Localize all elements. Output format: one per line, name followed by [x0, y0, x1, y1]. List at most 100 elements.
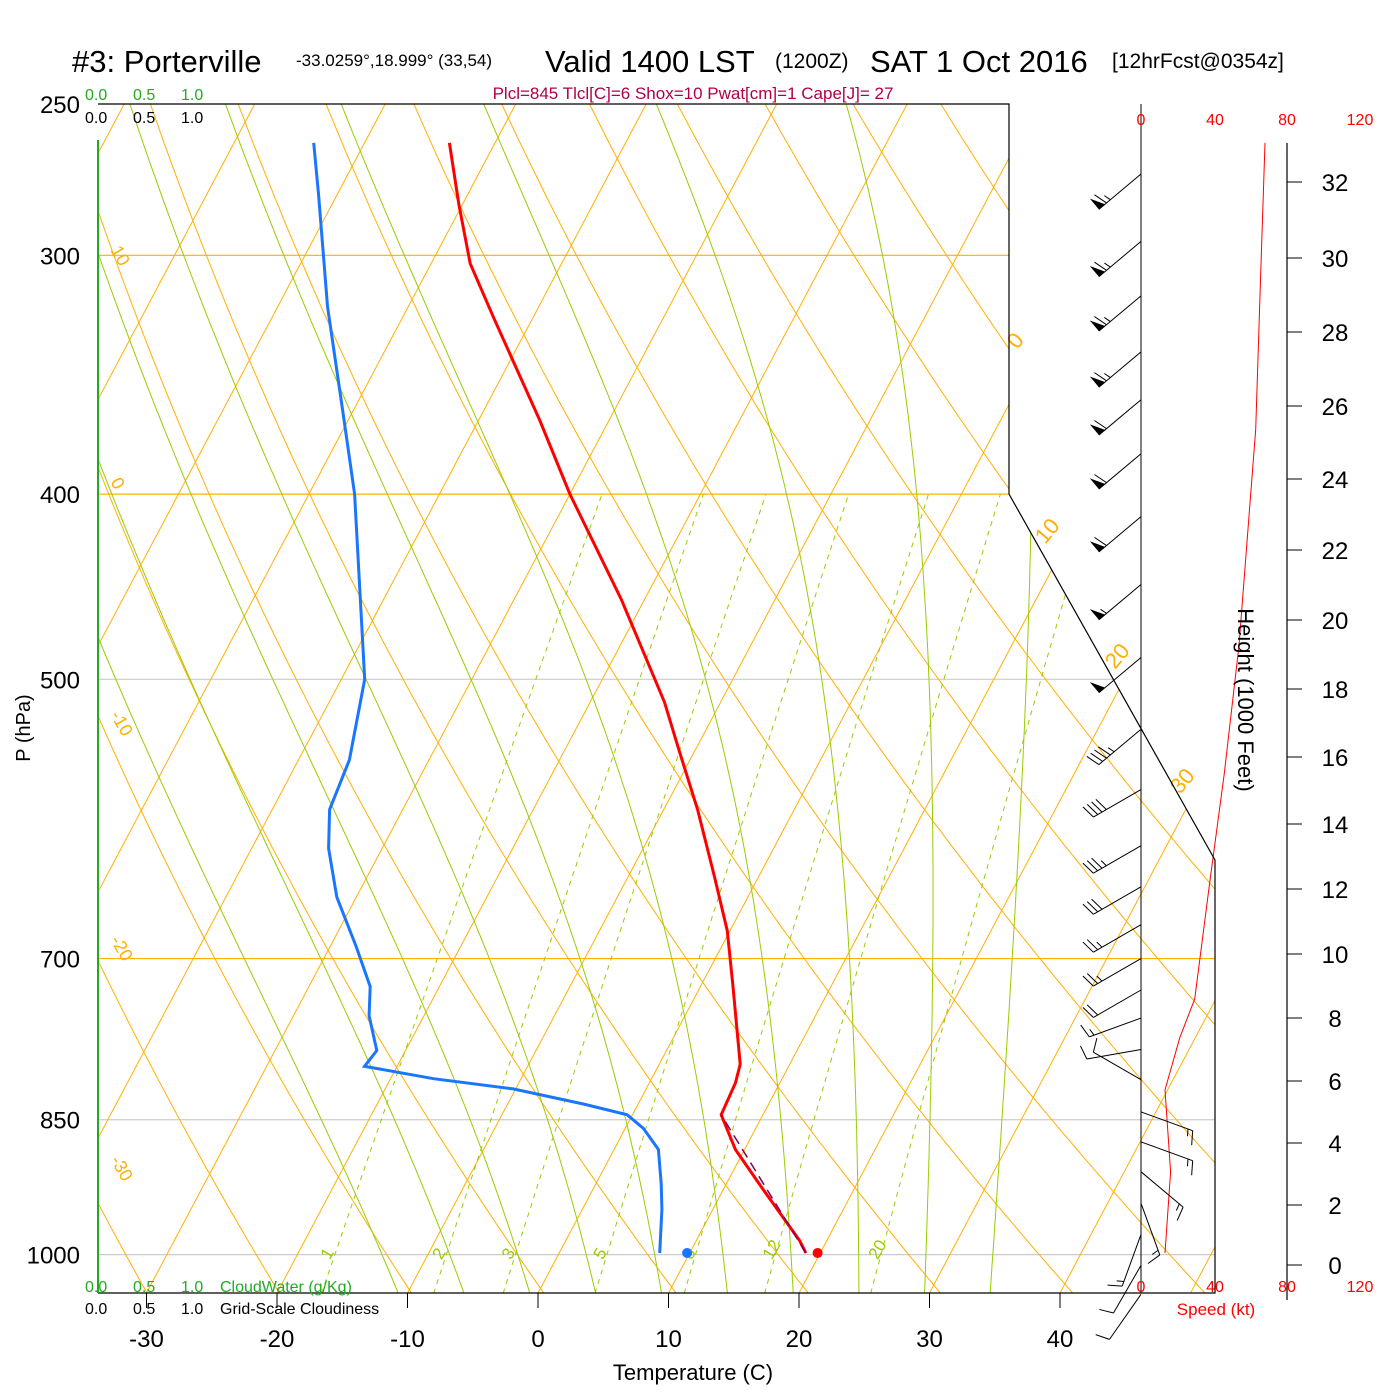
title-station: #3: Porterville [72, 44, 262, 79]
mixing-ratio-line [499, 493, 767, 1293]
pressure-tick-label: 1000 [27, 1243, 80, 1270]
barb-feather [1082, 1007, 1094, 1018]
wind-barb [1082, 845, 1142, 874]
wind-barb [1089, 657, 1142, 694]
wind-barb [1089, 295, 1142, 332]
barb-staff [1109, 1294, 1142, 1340]
isotherm [98, 104, 535, 1293]
barb-pennant [1089, 682, 1105, 693]
barb-feather [1082, 862, 1094, 874]
barb-staff [1086, 1048, 1142, 1060]
dry-adiabat [398, 104, 1215, 1293]
dry-adiabat [225, 104, 950, 1293]
parcel-line [720, 1114, 807, 1254]
barb-feather [1082, 941, 1094, 953]
height-tick-label: 26 [1322, 394, 1349, 421]
wind-barb [1089, 399, 1142, 436]
moist-adiabat [468, 104, 795, 1293]
cloudwater-tick: 0.0 [85, 87, 107, 104]
barb-feather [1086, 756, 1100, 766]
barb-half-feather [1104, 317, 1111, 322]
barb-pennant [1089, 266, 1105, 277]
barb-staff [1089, 1017, 1142, 1038]
barb-feather [1094, 316, 1107, 326]
title-forecast: [12hrFcst@0354z] [1112, 50, 1284, 73]
speed-axis-label: Speed (kt) [1177, 1300, 1255, 1319]
moist-adiabat [98, 104, 534, 1293]
barb-half-feather [1104, 373, 1111, 378]
barb-staff [1140, 1141, 1193, 1162]
barb-feather [1094, 536, 1107, 546]
height-tick-label: 20 [1322, 608, 1349, 635]
barb-feather [1099, 1308, 1114, 1314]
barb-feather [1082, 806, 1094, 818]
mixing-ratio-label: 1 [317, 1245, 338, 1263]
isotherm [401, 104, 1057, 1293]
wind-barb [1107, 1234, 1142, 1287]
isotherm-label: -10 [107, 707, 137, 740]
barb-half-feather [1100, 860, 1107, 867]
speed-tick-label: 40 [1206, 1279, 1224, 1296]
surface-temp-dot [812, 1247, 823, 1258]
cloudiness-tick: 1.0 [181, 110, 203, 127]
barb-half-feather [1175, 1203, 1180, 1211]
wind-barb [1099, 1265, 1142, 1314]
y-axis-label: P (hPa) [13, 694, 35, 761]
barb-feather [1090, 752, 1103, 762]
barb-staff [1093, 924, 1142, 953]
pressure-tick-label: 700 [40, 947, 80, 974]
dry-adiabat [98, 104, 684, 1293]
cloudiness-tick: 0.5 [133, 110, 155, 127]
barb-staff [1113, 1265, 1142, 1314]
mixing-ratio-label: 20 [865, 1237, 891, 1263]
barb-feather [1091, 857, 1103, 869]
barb-feather [1086, 939, 1099, 951]
barb-half-feather [1186, 1158, 1189, 1167]
barb-staff [1093, 845, 1142, 874]
cloudwater-tick: 0.5 [133, 1279, 155, 1296]
barb-feather [1191, 1160, 1194, 1176]
barb-feather [1095, 799, 1107, 810]
axis-ticks: -30 -20 -10 0 10 20 30 402503004005007008501000… [27, 92, 1374, 1353]
cloudwater-tick: 1.0 [181, 87, 203, 104]
barb-feather [1095, 1334, 1110, 1340]
height-tick-label: 10 [1322, 942, 1349, 969]
isotherm [140, 104, 796, 1293]
isotherm [0, 70, 12, 1303]
wind-speed-line [1164, 142, 1266, 1254]
barb-feather [1086, 973, 1099, 984]
height-tick-label: 28 [1322, 320, 1349, 347]
barb-half-feather [1104, 195, 1111, 201]
x-tick-label: 30 [916, 1326, 943, 1353]
mixing-ratio-line [680, 493, 929, 1293]
cloudwater-tick: 0.5 [133, 87, 155, 104]
dry-adiabat [572, 104, 1215, 1293]
barb-feather [1086, 1004, 1099, 1016]
dry-adiabat [98, 104, 286, 1293]
barb-pennant [1089, 424, 1105, 436]
x-tick-label: -10 [390, 1326, 425, 1353]
speed-tick-label: 40 [1206, 112, 1224, 129]
barb-staff [1098, 399, 1142, 436]
mixing-ratio-line [317, 493, 603, 1293]
barb-pennant [1089, 198, 1105, 210]
height-tick-label: 0 [1328, 1253, 1341, 1280]
moist-adiabat [118, 104, 599, 1293]
dry-adiabat [311, 104, 1082, 1293]
cloudiness-tick: 0.0 [85, 1301, 107, 1318]
x-tick-label: 40 [1047, 1326, 1074, 1353]
barb-feather [1191, 1130, 1194, 1146]
mixing-ratio-line [591, 493, 850, 1293]
isotherm [271, 104, 926, 1293]
barb-feather [1094, 261, 1107, 271]
dry-adiabat [659, 104, 1215, 1293]
barb-feather [1091, 898, 1103, 910]
cloud-scale-bottom: 0.0 0.5 1.0 CloudWater (g/Kg) 0.0 0.5 1.… [85, 1279, 379, 1318]
cloudiness-tick: 1.0 [181, 1301, 203, 1318]
wind-barb [1089, 516, 1142, 553]
plot-frame [98, 103, 1216, 1294]
barb-half-feather [1107, 747, 1115, 753]
barb-feather [1092, 1037, 1098, 1053]
